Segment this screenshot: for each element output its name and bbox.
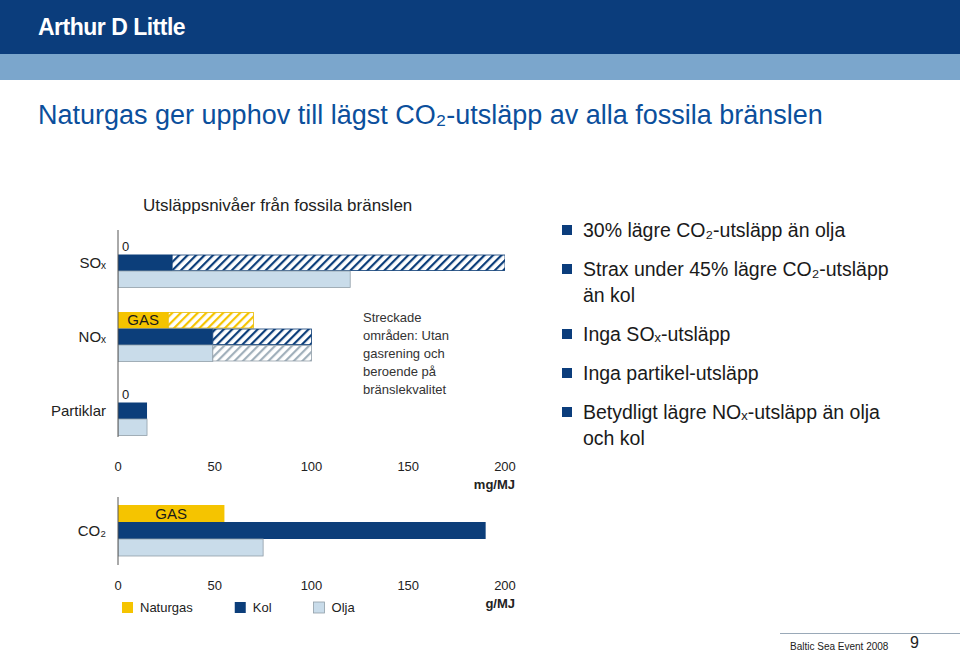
bullet-text: Inga partikel-utsläpp (583, 362, 759, 384)
axis-line (118, 497, 119, 565)
category-label: SOₓ (79, 254, 106, 271)
charts: Utsläppsnivåer från fossila bränslen SOₓ N… (0, 0, 960, 654)
bullet-text: Strax under 45% lägre CO₂-utsläpp än kol (583, 258, 889, 306)
tick-label: 0 (114, 578, 121, 593)
bar (118, 345, 213, 362)
bullet-marker (562, 225, 572, 235)
legend-swatch (122, 602, 133, 613)
bullet-list: 30% lägre CO₂-utsläpp än olja Strax under… (562, 217, 907, 464)
bar (118, 271, 350, 288)
chart: CO₂ 0 50 100 150 200 g/MJ GAS Naturgas Kol Olja (78, 497, 516, 615)
legend-label: Olja (332, 600, 356, 615)
bar (118, 255, 172, 272)
bullet-marker (562, 368, 572, 378)
annotation: 0 (122, 239, 129, 254)
tick-label: 200 (494, 459, 516, 474)
bullet: 30% lägre CO₂-utsläpp än olja (562, 217, 903, 243)
category-label: Partiklar (51, 402, 106, 419)
bullet: Inga partikel-utsläpp (562, 360, 903, 386)
bullet-text: 30% lägre CO₂-utsläpp än olja (583, 219, 845, 241)
bullet-marker (562, 407, 572, 417)
axis-line (118, 230, 119, 437)
bar (118, 419, 147, 436)
bullet: Betydligt lägre NOₓ-utsläpp än olja och … (562, 399, 903, 451)
chart: Utsläppsnivåer från fossila bränslen SOₓ N… (51, 196, 516, 492)
tick-label: 0 (114, 459, 121, 474)
bullet-marker (562, 264, 572, 274)
tick-label: 100 (301, 578, 323, 593)
bar (118, 539, 263, 556)
chart-title: Utsläppsnivåer från fossila bränslen (143, 196, 412, 215)
header-stripe (0, 54, 960, 80)
logo: Arthur D Little (38, 14, 185, 41)
axis-label: g/MJ (485, 596, 515, 611)
legend-label: Kol (253, 600, 272, 615)
bar (118, 505, 224, 522)
tick-label: 100 (301, 459, 323, 474)
bar (118, 403, 147, 420)
bar (118, 312, 168, 329)
annotation: 0 (122, 387, 129, 402)
footer-line (780, 633, 960, 634)
bar (118, 329, 213, 346)
axis-label: mg/MJ (474, 477, 515, 492)
tick-label: 150 (397, 578, 419, 593)
hatched-bar (168, 313, 253, 329)
bar (118, 522, 486, 539)
bullet: Strax under 45% lägre CO₂-utsläpp än kol (562, 256, 903, 308)
hatched-bar (213, 329, 312, 345)
hatched-bar (213, 346, 312, 362)
tick-label: 150 (397, 459, 419, 474)
annotation: GAS (155, 505, 187, 522)
footer-event: Baltic Sea Event 2008 (790, 641, 888, 652)
slide-title: Naturgas ger upphov till lägst CO₂-utslä… (38, 96, 858, 134)
bars (118, 255, 505, 436)
note: Streckade områden: Utan gasrening och be… (363, 309, 465, 399)
legend-swatch (235, 602, 246, 613)
hatched-bar (172, 255, 505, 271)
category-label: NOₓ (79, 328, 107, 345)
legend-label: Naturgas (140, 600, 193, 615)
legend-swatch (314, 602, 325, 613)
bullet-marker (562, 329, 572, 339)
page-number: 9 (910, 634, 919, 652)
bullet: Inga SOₓ-utsläpp (562, 321, 903, 347)
tick-label: 50 (208, 459, 222, 474)
bullet-text: Inga SOₓ-utsläpp (583, 323, 730, 345)
bars (118, 505, 486, 556)
category-label: CO₂ (78, 522, 107, 539)
bullet-text: Betydligt lägre NOₓ-utsläpp än olja och … (583, 401, 880, 449)
annotation: GAS (127, 311, 159, 328)
tick-label: 50 (208, 578, 222, 593)
tick-label: 200 (494, 578, 516, 593)
